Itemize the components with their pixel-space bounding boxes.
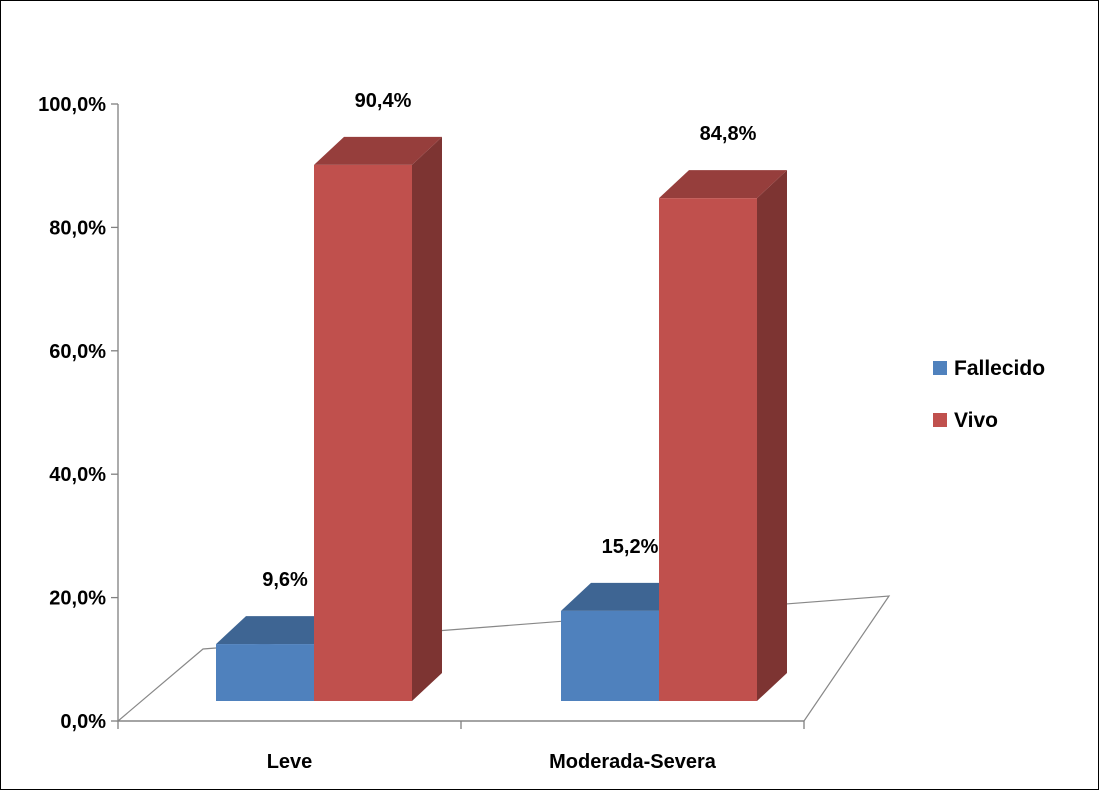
bar-top — [561, 582, 689, 611]
data-label: 9,6% — [262, 569, 308, 591]
data-label: 90,4% — [355, 90, 412, 112]
category-label: Leve — [267, 751, 313, 773]
legend-label: Fallecido — [954, 357, 1045, 380]
bar-side — [757, 170, 787, 702]
legend-swatch — [933, 361, 947, 375]
bar-top — [216, 616, 344, 645]
y-tick-label: 20,0% — [49, 588, 106, 610]
bar — [561, 610, 659, 701]
y-tick-label: 100,0% — [38, 94, 106, 116]
legend-swatch — [933, 413, 947, 427]
category-label: Moderada-Severa — [549, 751, 717, 773]
data-label: 15,2% — [602, 536, 659, 558]
bar — [659, 198, 757, 702]
y-tick-label: 0,0% — [60, 711, 106, 733]
y-tick-label: 40,0% — [49, 464, 106, 486]
y-tick-label: 80,0% — [49, 217, 106, 239]
data-label: 84,8% — [700, 123, 757, 145]
bar-side — [412, 136, 442, 702]
bar — [216, 644, 314, 701]
bar — [314, 164, 412, 702]
bar-top — [659, 170, 787, 199]
bar-top — [314, 136, 442, 165]
legend-label: Vivo — [954, 409, 998, 432]
y-tick-label: 60,0% — [49, 341, 106, 363]
